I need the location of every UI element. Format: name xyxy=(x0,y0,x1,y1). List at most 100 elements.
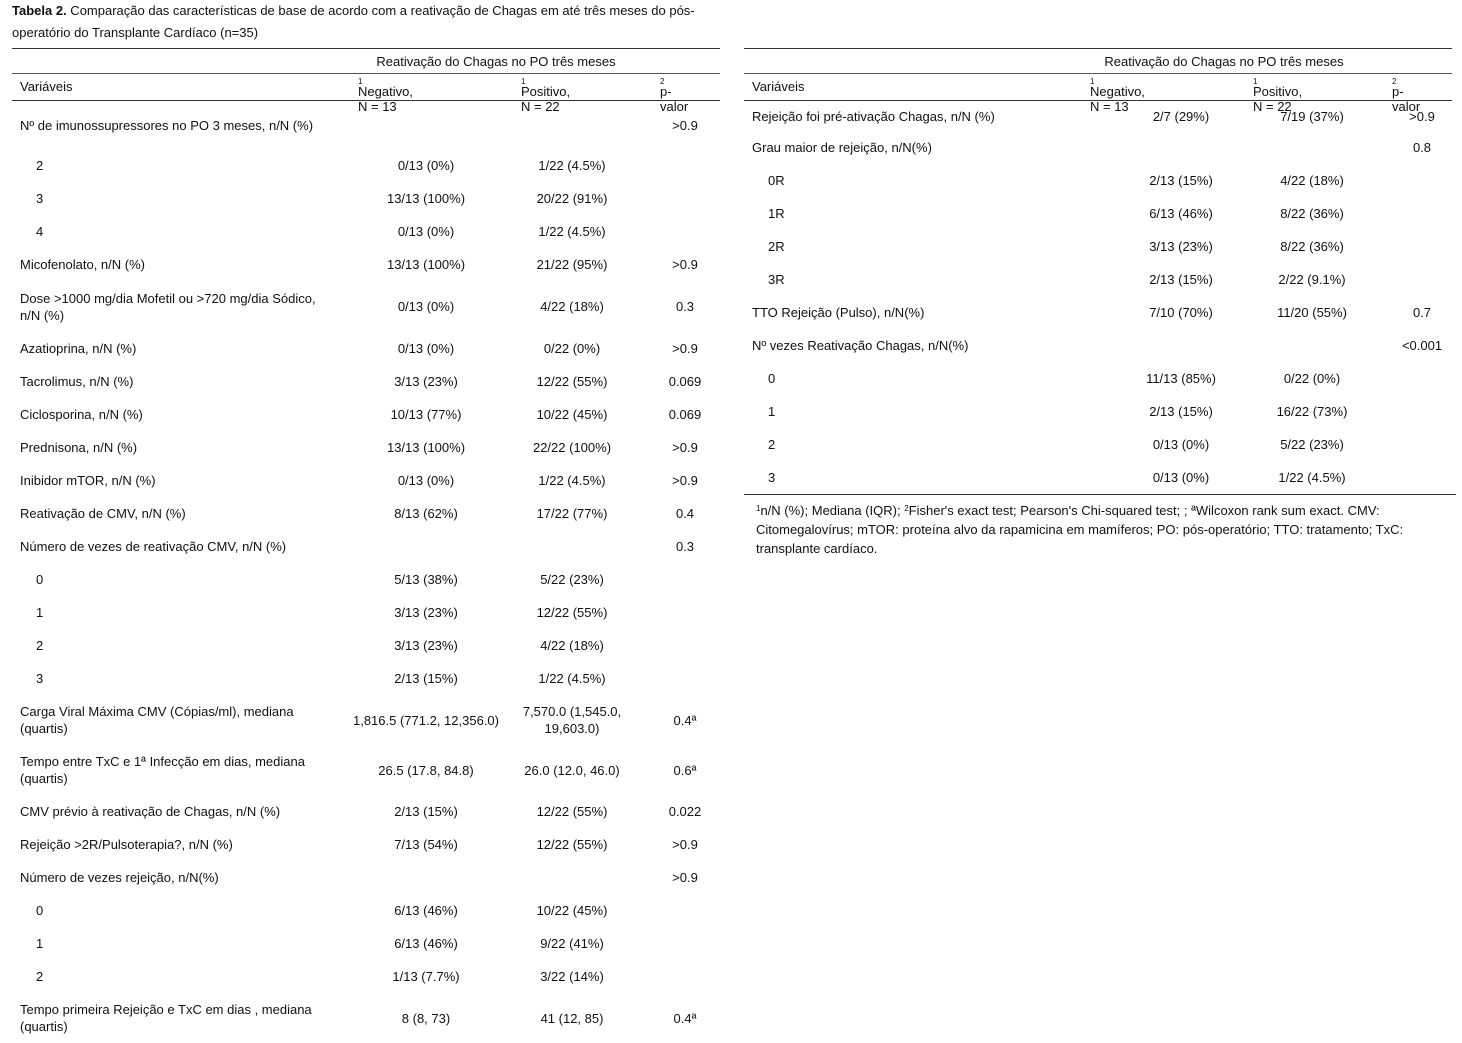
cell-variable: 4 xyxy=(36,224,44,239)
cell-positive xyxy=(1242,131,1382,164)
cell-variable: Nº de imunossupressores no PO 3 meses, n… xyxy=(20,117,314,133)
col-positive: Positivo, N = 22 1 xyxy=(521,77,571,114)
cell-variable: Número de vezes rejeição, n/N(%) xyxy=(20,870,219,885)
cell-pvalue: 0.4 xyxy=(675,506,695,521)
cell-positive: 4/22 (18%) xyxy=(540,638,604,653)
table-row: Prednisona, n/N (%) 13/13 (100%) 22/22 (10… xyxy=(12,431,720,464)
cell-positive: 21/22 (95%) xyxy=(536,257,608,272)
cell-variable: Grau maior de rejeição, n/N(%) xyxy=(752,140,932,155)
cell-negative: 3/13 (23%) xyxy=(1149,239,1213,254)
cell-positive xyxy=(502,101,642,149)
cell-negative: 13/13 (100%) xyxy=(386,440,466,455)
cell-positive xyxy=(1242,329,1382,362)
cell-negative: 13/13 (100%) xyxy=(386,257,466,272)
table-row: 0 5/13 (38%) 5/22 (23%) xyxy=(12,563,720,596)
cell-variable: Tempo entre TxC e 1ª Infecção em dias, m… xyxy=(20,754,305,786)
cell-pvalue xyxy=(652,215,718,248)
table-row: Reativação de CMV, n/N (%) 8/13 (62%) 17/2… xyxy=(12,497,720,530)
cell-variable: Rejeição >2R/Pulsoterapia?, n/N (%) xyxy=(20,837,233,852)
group-header-label: Reativação do Chagas no PO três meses xyxy=(1104,54,1344,69)
cell-pvalue: 0.6ª xyxy=(673,762,697,778)
table-row: Rejeição foi pré-ativação Chagas, n/N (%… xyxy=(744,101,1452,131)
table-row: 3 0/13 (0%) 1/22 (4.5%) xyxy=(744,461,1452,494)
cell-variable: Azatioprina, n/N (%) xyxy=(20,341,137,356)
cell-pvalue xyxy=(1384,362,1460,395)
cell-positive: 8/22 (36%) xyxy=(1280,239,1344,254)
cell-negative: 5/13 (38%) xyxy=(394,572,458,587)
cell-variable: 2 xyxy=(768,437,776,452)
table-right-body: Rejeição foi pré-ativação Chagas, n/N (%… xyxy=(744,101,1452,494)
cell-pvalue xyxy=(652,960,718,993)
cell-variable: 2 xyxy=(36,158,44,173)
col-variables: Variáveis xyxy=(20,79,73,94)
cell-negative: 0/13 (0%) xyxy=(397,299,455,314)
cell-pvalue xyxy=(652,894,718,927)
cell-variable: 0R xyxy=(768,173,785,188)
cell-pvalue xyxy=(1384,263,1460,296)
cell-negative: 2/13 (15%) xyxy=(1149,272,1213,287)
cell-pvalue: >0.9 xyxy=(672,341,698,356)
cell-positive: 20/22 (91%) xyxy=(536,191,608,206)
cell-positive: 5/22 (23%) xyxy=(1280,437,1344,452)
col-variables: Variáveis xyxy=(752,79,805,94)
cell-positive: 2/22 (9.1%) xyxy=(1278,272,1346,287)
cell-pvalue: 0.8 xyxy=(1412,140,1432,155)
cell-variable: Nº vezes Reativação Chagas, n/N(%) xyxy=(752,338,969,353)
cell-variable: Prednisona, n/N (%) xyxy=(20,440,138,455)
column-header: Variáveis Negativo, N = 13 1 Positivo, N … xyxy=(744,73,1452,114)
cell-variable: Tacrolimus, n/N (%) xyxy=(20,374,134,389)
cell-positive: 1/22 (4.5%) xyxy=(1278,470,1346,485)
cell-pvalue: 0.4ª xyxy=(673,1010,697,1026)
cell-positive: 12/22 (55%) xyxy=(536,374,608,389)
cell-negative: 8/13 (62%) xyxy=(394,506,458,521)
cell-pvalue xyxy=(1384,461,1460,494)
table-left: Reativação do Chagas no PO três meses Va… xyxy=(12,48,720,1043)
col-pvalue: p-valor 2 xyxy=(1392,77,1421,114)
table-row: Rejeição >2R/Pulsoterapia?, n/N (%) 7/13 … xyxy=(12,828,720,861)
cell-negative: 1/13 (7.7%) xyxy=(392,969,460,984)
cell-negative xyxy=(342,530,510,563)
cell-negative: 0/13 (0%) xyxy=(1152,437,1210,452)
table-row: Nº de imunossupressores no PO 3 meses, n… xyxy=(12,101,720,149)
cell-variable: Micofenolato, n/N (%) xyxy=(20,257,145,272)
cell-positive: 12/22 (55%) xyxy=(536,804,608,819)
group-header: Reativação do Chagas no PO três meses xyxy=(744,48,1452,73)
cell-negative: 8 (8, 73) xyxy=(401,1010,451,1026)
cell-pvalue xyxy=(652,629,718,662)
cell-positive: 1/22 (4.5%) xyxy=(538,224,606,239)
cell-negative: 2/13 (15%) xyxy=(1149,173,1213,188)
cell-variable: Reativação de CMV, n/N (%) xyxy=(20,506,186,521)
cell-negative: 2/13 (15%) xyxy=(1149,404,1213,419)
cell-variable: Ciclosporina, n/N (%) xyxy=(20,407,143,422)
cell-variable: 0 xyxy=(36,572,44,587)
table-caption: Tabela 2. Comparação das características… xyxy=(12,0,732,44)
cell-negative: 26.5 (17.8, 84.8) xyxy=(378,762,474,778)
cell-pvalue: 0.022 xyxy=(668,804,702,819)
table-row: 1R 6/13 (46%) 8/22 (36%) xyxy=(744,197,1452,230)
caption-text: Comparação das características de base d… xyxy=(12,3,695,40)
table-row: 1 3/13 (23%) 12/22 (55%) xyxy=(12,596,720,629)
cell-positive: 12/22 (55%) xyxy=(536,837,608,852)
table-row: Inibidor mTOR, n/N (%) 0/13 (0%) 1/22 (4.5… xyxy=(12,464,720,497)
table-row: 3 13/13 (100%) 20/22 (91%) xyxy=(12,182,720,215)
cell-pvalue: 0.3 xyxy=(675,539,695,554)
cell-positive xyxy=(502,530,642,563)
table-row: Grau maior de rejeição, n/N(%) 0.8 xyxy=(744,131,1452,164)
cell-pvalue: >0.9 xyxy=(672,837,698,852)
cell-pvalue: 0.3 xyxy=(675,299,695,314)
cell-variable: Tempo primeira Rejeição e TxC em dias , … xyxy=(20,1002,312,1034)
cell-positive: 16/22 (73%) xyxy=(1276,404,1348,419)
cell-positive: 8/22 (36%) xyxy=(1280,206,1344,221)
group-header: Reativação do Chagas no PO três meses xyxy=(12,48,720,73)
cell-variable: 3 xyxy=(36,671,44,686)
cell-negative: 1,816.5 (771.2, 12,356.0) xyxy=(352,712,499,728)
cell-negative: 0/13 (0%) xyxy=(1152,470,1210,485)
cell-negative: 11/13 (85%) xyxy=(1146,371,1216,386)
table-left-body: Nº de imunossupressores no PO 3 meses, n… xyxy=(12,101,720,1043)
cell-variable: Dose >1000 mg/dia Mofetil ou >720 mg/dia… xyxy=(20,290,316,323)
cell-pvalue xyxy=(1384,230,1460,263)
table-row: 2 3/13 (23%) 4/22 (18%) xyxy=(12,629,720,662)
cell-positive: 7,570.0 (1,545.0, 19,603.0) xyxy=(522,704,622,736)
cell-variable: 0 xyxy=(768,371,776,386)
cell-negative: 2/7 (29%) xyxy=(1152,108,1210,124)
